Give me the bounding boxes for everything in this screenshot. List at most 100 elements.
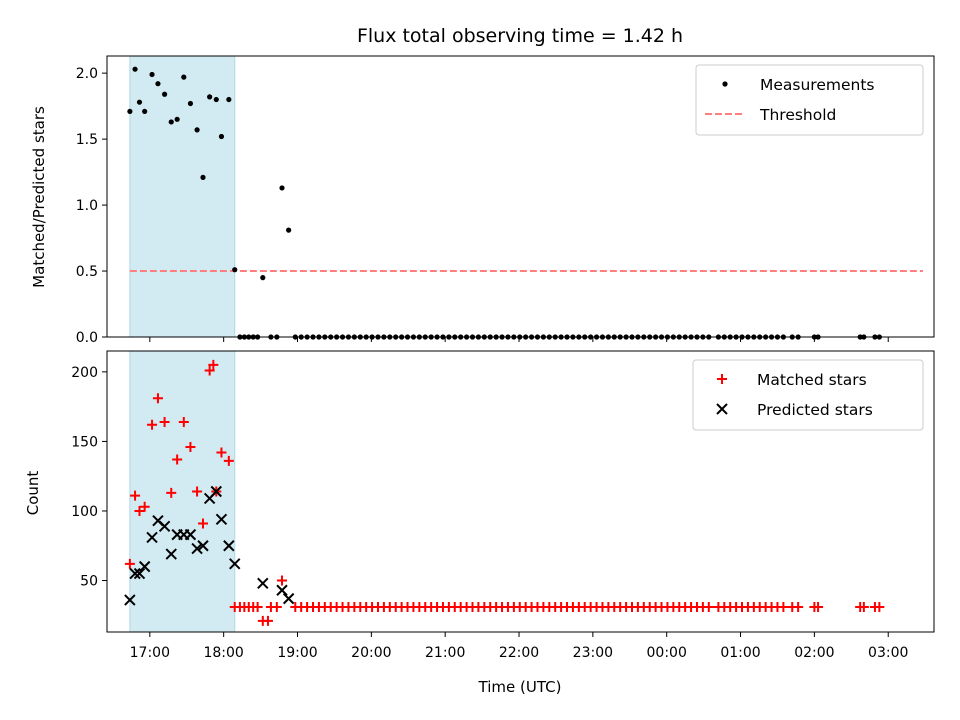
- data-point: [257, 577, 269, 590]
- data-point: [215, 513, 228, 526]
- x-tick-label: 23:00: [573, 645, 613, 661]
- data-point: [174, 116, 180, 122]
- data-point: [142, 108, 148, 115]
- data-point: [147, 419, 158, 430]
- legend-label: Matched stars: [757, 371, 867, 389]
- data-point: [165, 548, 177, 560]
- data-point: [207, 94, 213, 100]
- legend-label: Threshold: [759, 106, 836, 124]
- data-point: [208, 359, 219, 370]
- x-tick-label: 00:00: [647, 645, 687, 661]
- data-point: [146, 531, 158, 544]
- data-point: [191, 542, 203, 555]
- legend-label: Predicted stars: [757, 401, 873, 419]
- data-point: [276, 575, 287, 586]
- data-point: [210, 485, 222, 498]
- data-point: [136, 99, 143, 105]
- panel-count: 50 100 150 200 17:00 18:00 19:00 20:00 21:00 22:0…: [71, 350, 935, 661]
- legend-marker: [716, 403, 728, 415]
- legend-box: [692, 359, 924, 431]
- data-point: [149, 71, 155, 78]
- plot-frame: [106, 350, 935, 633]
- x-tick-label: 01:00: [720, 645, 760, 661]
- data-point: [276, 584, 288, 596]
- data-point: [159, 416, 170, 427]
- data-point: [124, 594, 136, 606]
- x-tick-label: 03:00: [868, 645, 908, 661]
- y-tick-label: 50: [80, 574, 98, 590]
- data-point: [200, 174, 206, 180]
- data-point: [216, 447, 227, 458]
- x-tick-label: 21:00: [425, 645, 465, 661]
- data-point: [168, 119, 174, 125]
- series-measurements: [127, 66, 292, 281]
- data-point: [874, 601, 885, 612]
- data-point: [184, 528, 197, 541]
- y-tick-label: 1.5: [76, 132, 98, 148]
- y-tick-label: 1.0: [76, 198, 98, 214]
- y-tick-label: 2.0: [76, 66, 98, 82]
- data-point: [279, 185, 285, 191]
- x-tick-label: 19:00: [277, 645, 317, 661]
- x-axis-label: Time (UTC): [478, 678, 562, 696]
- data-point: [134, 505, 145, 516]
- data-point: [130, 490, 141, 501]
- legend-marker: [722, 81, 728, 87]
- data-point: [813, 601, 824, 612]
- shaded-span: [129, 55, 236, 338]
- data-point: [132, 66, 138, 72]
- x-tick-label: 02:00: [794, 645, 834, 661]
- data-point: [197, 540, 209, 552]
- y-axis-label-ratio: Matched/Predicted stars: [30, 106, 48, 288]
- data-point: [286, 227, 292, 233]
- legend-marker: [717, 374, 727, 384]
- data-point: [138, 560, 151, 573]
- data-point: [232, 267, 238, 273]
- data-point: [218, 133, 225, 140]
- data-point: [262, 615, 273, 626]
- y-tick-label: 150: [71, 434, 98, 450]
- data-point: [127, 108, 133, 115]
- data-point: [155, 81, 161, 87]
- x-tick-label: 17:00: [130, 645, 170, 661]
- data-point: [204, 365, 215, 376]
- data-point: [192, 486, 203, 497]
- data-point: [271, 601, 282, 612]
- x-tick-label: 20:00: [351, 645, 391, 661]
- data-point: [161, 91, 168, 97]
- data-point: [124, 558, 135, 569]
- panel-ratio: 0.0 0.5 1.0 1.5 2.0 Measurements Threshold: [76, 55, 935, 346]
- y-tick-label: 200: [71, 365, 98, 381]
- chart-title: Flux total observing time = 1.42 h: [357, 25, 683, 47]
- series-matched-stars-baseline: [234, 601, 885, 612]
- y-tick-label: 0.5: [76, 264, 98, 280]
- data-point: [229, 558, 241, 570]
- plot-frame: [106, 55, 935, 338]
- y-tick-label: 0.0: [76, 330, 98, 346]
- data-point: [858, 601, 869, 612]
- data-point: [139, 501, 150, 512]
- x-tick-label: 18:00: [203, 645, 243, 661]
- data-point: [793, 601, 804, 612]
- legend-label: Measurements: [760, 76, 875, 94]
- data-point: [282, 592, 295, 605]
- data-point: [226, 96, 232, 103]
- data-point: [252, 601, 263, 612]
- legend-box: [695, 64, 924, 136]
- data-point: [187, 100, 194, 107]
- data-point: [778, 601, 789, 612]
- series-predicted-stars: [124, 485, 295, 606]
- data-point: [166, 487, 177, 498]
- y-axis-label-count: Count: [24, 471, 42, 516]
- data-point: [172, 454, 183, 465]
- data-point: [185, 441, 196, 452]
- data-point: [194, 127, 200, 133]
- data-point: [158, 520, 171, 532]
- data-point: [213, 96, 219, 103]
- data-point: [223, 540, 235, 552]
- data-point: [223, 455, 234, 466]
- data-point: [152, 393, 163, 404]
- data-point: [703, 601, 714, 612]
- y-tick-label: 100: [71, 504, 98, 520]
